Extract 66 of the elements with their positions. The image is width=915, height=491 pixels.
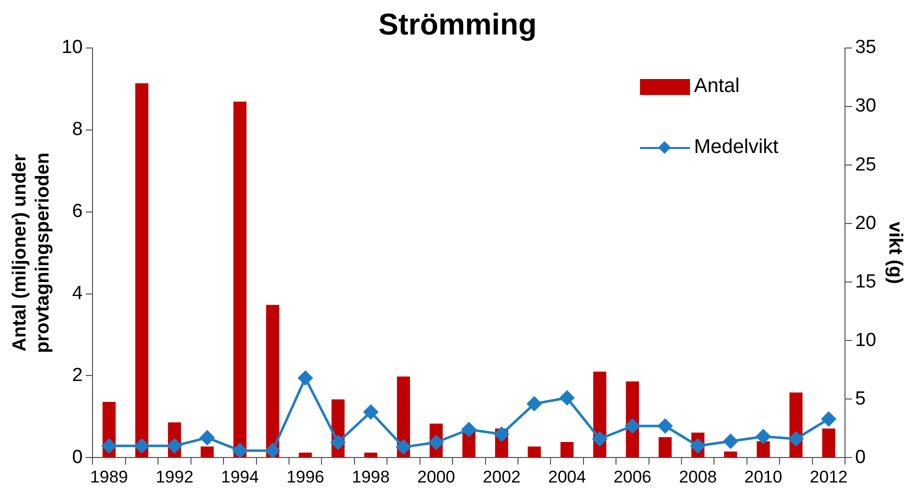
y2-tick-label: 20 bbox=[855, 212, 876, 234]
y2-tick-label: 35 bbox=[855, 37, 876, 58]
point bbox=[265, 443, 280, 458]
x-tick-label: 2000 bbox=[417, 467, 456, 486]
y2-tick-label: 0 bbox=[855, 446, 866, 468]
y-tick-label: 8 bbox=[72, 119, 83, 140]
point bbox=[560, 390, 574, 406]
point bbox=[658, 418, 672, 434]
point bbox=[364, 404, 378, 420]
bar bbox=[560, 442, 574, 458]
y2-tick-label: 25 bbox=[855, 154, 876, 176]
point bbox=[592, 432, 607, 446]
point bbox=[788, 432, 804, 446]
y2-tick-label: 30 bbox=[855, 96, 876, 117]
point bbox=[821, 412, 836, 426]
bar bbox=[822, 428, 836, 458]
point bbox=[723, 434, 738, 448]
point bbox=[298, 370, 313, 386]
point bbox=[167, 438, 182, 454]
chart-title: Strömming bbox=[378, 8, 537, 42]
y2-tick-label: 5 bbox=[855, 388, 866, 410]
bar bbox=[200, 446, 214, 458]
bar bbox=[298, 452, 312, 458]
x-tick-label: 2002 bbox=[482, 467, 521, 486]
bar bbox=[135, 83, 148, 458]
x-tick-label: 2004 bbox=[548, 467, 586, 486]
point bbox=[232, 443, 248, 458]
x-tick-label: 2012 bbox=[810, 467, 848, 486]
point bbox=[756, 429, 771, 444]
x-tick-label: 1989 bbox=[90, 467, 128, 486]
y-axis-title: Antal (miljoner) under provtagningsperioden bbox=[10, 152, 54, 354]
x-tick-label: 1992 bbox=[156, 467, 194, 486]
point bbox=[102, 438, 116, 454]
legend-label: Medelvikt bbox=[694, 136, 778, 159]
x-tick-label: 2006 bbox=[614, 467, 652, 486]
point bbox=[462, 422, 476, 437]
point bbox=[330, 435, 346, 450]
point bbox=[690, 438, 706, 454]
point bbox=[625, 418, 640, 434]
x-tick-label: 2008 bbox=[678, 467, 717, 486]
y-tick-label: 2 bbox=[72, 364, 83, 386]
x-tick-label: 1996 bbox=[286, 467, 324, 486]
bar bbox=[658, 437, 672, 458]
bar bbox=[724, 451, 738, 458]
point bbox=[134, 438, 150, 454]
point bbox=[527, 396, 542, 412]
bar bbox=[364, 452, 378, 458]
y-tick-label: 4 bbox=[72, 282, 84, 304]
y-tick-label: 10 bbox=[62, 37, 83, 58]
legend-label: Antal bbox=[694, 75, 740, 98]
point bbox=[396, 440, 411, 454]
y2-tick-label: 15 bbox=[855, 271, 876, 292]
point bbox=[428, 435, 444, 450]
y-tick-label: 0 bbox=[72, 446, 83, 468]
point bbox=[494, 426, 509, 442]
point bbox=[200, 430, 214, 445]
bar bbox=[266, 304, 280, 458]
y2-axis-title: vikt (g) bbox=[884, 222, 906, 284]
x-tick-label: 1998 bbox=[352, 467, 390, 486]
y2-tick-label: 10 bbox=[855, 330, 876, 351]
bar bbox=[233, 102, 246, 458]
x-tick-label: 2010 bbox=[744, 467, 782, 486]
bar bbox=[756, 441, 770, 458]
y-tick-label: 6 bbox=[72, 201, 83, 222]
bar bbox=[528, 446, 541, 458]
x-tick-label: 1994 bbox=[221, 467, 259, 486]
